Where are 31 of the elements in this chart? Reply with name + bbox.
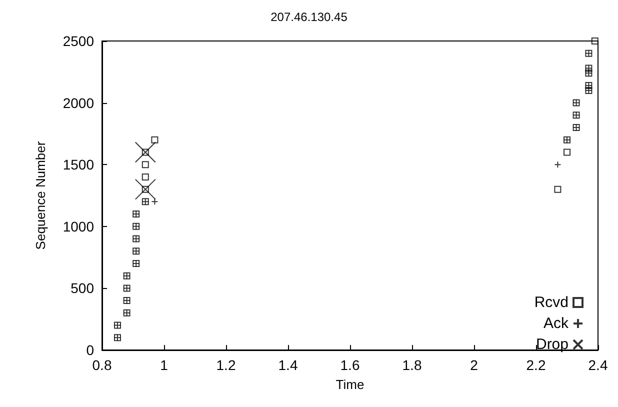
x-axis-title: Time	[336, 377, 364, 392]
x-tick-label: 2.4	[588, 357, 608, 373]
y-tick-label: 500	[70, 280, 94, 296]
y-tick-label: 1000	[62, 218, 94, 234]
x-tick-label: 0.8	[92, 357, 112, 373]
legend-label: Rcvd	[534, 294, 568, 311]
y-tick-label: 2500	[62, 33, 94, 49]
point	[142, 161, 149, 168]
point	[142, 148, 149, 156]
x-tick-label: 2	[470, 357, 478, 373]
point	[564, 148, 570, 156]
chart-title: 207.46.130.45	[270, 10, 348, 24]
x-tick-label: 1.6	[340, 357, 360, 373]
y-tick-label: 2000	[62, 94, 94, 111]
y-tick-label: 0	[86, 342, 94, 358]
legend-label: Ack	[543, 315, 569, 332]
point	[591, 38, 598, 44]
point	[142, 186, 149, 193]
point	[142, 173, 149, 180]
y-axis-title: Sequence Number	[33, 140, 48, 250]
x-tick-label: 1	[160, 357, 168, 373]
x-tick-label: 2.2	[526, 357, 546, 373]
point	[134, 178, 156, 200]
point	[554, 186, 562, 193]
x-tick-label: 1.8	[402, 357, 422, 373]
y-tick-label: 1500	[62, 156, 94, 173]
x-tick-label: 1.4	[278, 357, 298, 373]
point	[151, 136, 158, 144]
point	[134, 142, 156, 163]
legend-label: Drop	[536, 336, 568, 353]
x-tick-label: 1.2	[216, 357, 236, 373]
